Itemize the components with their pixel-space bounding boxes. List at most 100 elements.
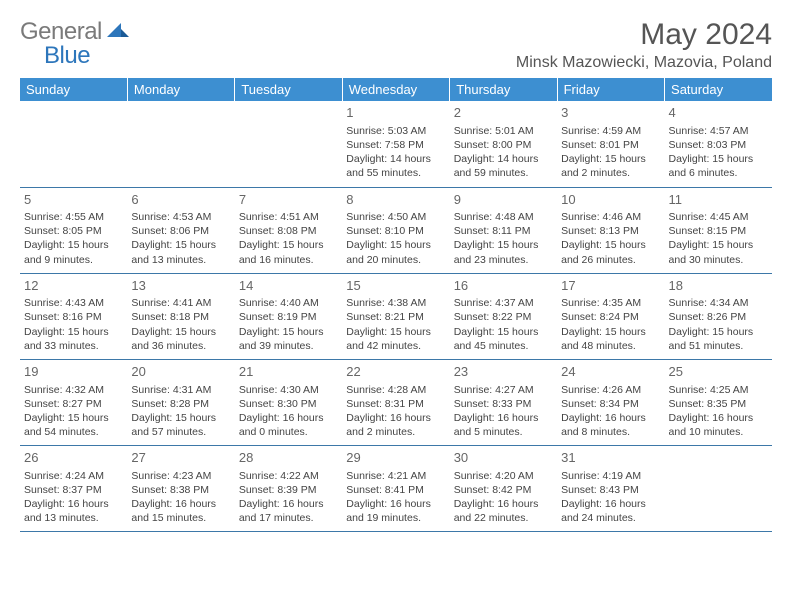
sunrise-text: Sunrise: 4:59 AM xyxy=(561,124,660,138)
day-number: 13 xyxy=(131,277,230,295)
day-number: 22 xyxy=(346,363,445,381)
calendar-cell: 22Sunrise: 4:28 AMSunset: 8:31 PMDayligh… xyxy=(342,359,449,445)
sunset-text: Sunset: 8:03 PM xyxy=(669,138,768,152)
sunset-text: Sunset: 8:06 PM xyxy=(131,224,230,238)
calendar-row: 5Sunrise: 4:55 AMSunset: 8:05 PMDaylight… xyxy=(20,187,772,273)
daylight-text: Daylight: 15 hours and 42 minutes. xyxy=(346,325,445,353)
daylight-text: Daylight: 15 hours and 23 minutes. xyxy=(454,238,553,266)
sunset-text: Sunset: 8:08 PM xyxy=(239,224,338,238)
calendar-cell: 6Sunrise: 4:53 AMSunset: 8:06 PMDaylight… xyxy=(127,187,234,273)
day-number: 19 xyxy=(24,363,123,381)
calendar-cell: 20Sunrise: 4:31 AMSunset: 8:28 PMDayligh… xyxy=(127,359,234,445)
sunset-text: Sunset: 8:41 PM xyxy=(346,483,445,497)
day-number: 8 xyxy=(346,191,445,209)
calendar-row: 1Sunrise: 5:03 AMSunset: 7:58 PMDaylight… xyxy=(20,101,772,187)
calendar-row: 26Sunrise: 4:24 AMSunset: 8:37 PMDayligh… xyxy=(20,446,772,532)
day-number: 7 xyxy=(239,191,338,209)
sunset-text: Sunset: 8:43 PM xyxy=(561,483,660,497)
day-number: 14 xyxy=(239,277,338,295)
daylight-text: Daylight: 16 hours and 22 minutes. xyxy=(454,497,553,525)
sunset-text: Sunset: 8:35 PM xyxy=(669,397,768,411)
daylight-text: Daylight: 15 hours and 39 minutes. xyxy=(239,325,338,353)
sunrise-text: Sunrise: 4:34 AM xyxy=(669,296,768,310)
sunrise-text: Sunrise: 4:38 AM xyxy=(346,296,445,310)
sunrise-text: Sunrise: 4:19 AM xyxy=(561,469,660,483)
weekday-header: Wednesday xyxy=(342,78,449,101)
title-block: May 2024 Minsk Mazowiecki, Mazovia, Pola… xyxy=(516,18,772,72)
calendar-cell: 10Sunrise: 4:46 AMSunset: 8:13 PMDayligh… xyxy=(557,187,664,273)
sunset-text: Sunset: 8:30 PM xyxy=(239,397,338,411)
sunrise-text: Sunrise: 5:03 AM xyxy=(346,124,445,138)
calendar-cell: 27Sunrise: 4:23 AMSunset: 8:38 PMDayligh… xyxy=(127,446,234,532)
sunset-text: Sunset: 8:22 PM xyxy=(454,310,553,324)
calendar-cell: 8Sunrise: 4:50 AMSunset: 8:10 PMDaylight… xyxy=(342,187,449,273)
daylight-text: Daylight: 15 hours and 45 minutes. xyxy=(454,325,553,353)
calendar-cell: 31 Sunrise: 4:19 AMSunset: 8:43 PMDayligh… xyxy=(557,446,664,532)
calendar-cell: 25Sunrise: 4:25 AMSunset: 8:35 PMDayligh… xyxy=(665,359,772,445)
calendar-table: Sunday Monday Tuesday Wednesday Thursday… xyxy=(20,78,772,532)
daylight-text: Daylight: 15 hours and 6 minutes. xyxy=(669,152,768,180)
calendar-cell: 14Sunrise: 4:40 AMSunset: 8:19 PMDayligh… xyxy=(235,273,342,359)
calendar-cell: 16Sunrise: 4:37 AMSunset: 8:22 PMDayligh… xyxy=(450,273,557,359)
day-number: 6 xyxy=(131,191,230,209)
calendar-row: 12Sunrise: 4:43 AMSunset: 8:16 PMDayligh… xyxy=(20,273,772,359)
header: General May 2024 Minsk Mazowiecki, Mazov… xyxy=(20,18,772,72)
sunset-text: Sunset: 8:01 PM xyxy=(561,138,660,152)
day-number: 4 xyxy=(669,104,768,122)
weekday-header: Thursday xyxy=(450,78,557,101)
sunrise-text: Sunrise: 4:57 AM xyxy=(669,124,768,138)
sunrise-text: Sunrise: 4:21 AM xyxy=(346,469,445,483)
calendar-row: 19Sunrise: 4:32 AMSunset: 8:27 PMDayligh… xyxy=(20,359,772,445)
calendar-cell: 18Sunrise: 4:34 AMSunset: 8:26 PMDayligh… xyxy=(665,273,772,359)
daylight-text: Daylight: 15 hours and 33 minutes. xyxy=(24,325,123,353)
sunset-text: Sunset: 8:10 PM xyxy=(346,224,445,238)
sunrise-text: Sunrise: 4:27 AM xyxy=(454,383,553,397)
location: Minsk Mazowiecki, Mazovia, Poland xyxy=(516,54,772,72)
daylight-text: Daylight: 14 hours and 59 minutes. xyxy=(454,152,553,180)
calendar-cell: 3Sunrise: 4:59 AMSunset: 8:01 PMDaylight… xyxy=(557,101,664,187)
daylight-text: Daylight: 16 hours and 10 minutes. xyxy=(669,411,768,439)
day-number: 20 xyxy=(131,363,230,381)
sunrise-text: Sunrise: 4:31 AM xyxy=(131,383,230,397)
day-number: 21 xyxy=(239,363,338,381)
sunset-text: Sunset: 8:16 PM xyxy=(24,310,123,324)
calendar-cell: 4 Sunrise: 4:57 AMSunset: 8:03 PMDaylight… xyxy=(665,101,772,187)
daylight-text: Daylight: 15 hours and 26 minutes. xyxy=(561,238,660,266)
daylight-text: Daylight: 15 hours and 20 minutes. xyxy=(346,238,445,266)
calendar-cell: 2Sunrise: 5:01 AMSunset: 8:00 PMDaylight… xyxy=(450,101,557,187)
sunrise-text: Sunrise: 4:24 AM xyxy=(24,469,123,483)
sunrise-text: Sunrise: 4:22 AM xyxy=(239,469,338,483)
day-number: 26 xyxy=(24,449,123,467)
sunrise-text: Sunrise: 4:41 AM xyxy=(131,296,230,310)
day-number: 10 xyxy=(561,191,660,209)
calendar-cell: 7Sunrise: 4:51 AMSunset: 8:08 PMDaylight… xyxy=(235,187,342,273)
sunrise-text: Sunrise: 4:53 AM xyxy=(131,210,230,224)
sunset-text: Sunset: 7:58 PM xyxy=(346,138,445,152)
daylight-text: Daylight: 15 hours and 54 minutes. xyxy=(24,411,123,439)
daylight-text: Daylight: 16 hours and 13 minutes. xyxy=(24,497,123,525)
day-number: 12 xyxy=(24,277,123,295)
weekday-header: Sunday xyxy=(20,78,127,101)
sunrise-text: Sunrise: 4:30 AM xyxy=(239,383,338,397)
calendar-cell xyxy=(20,101,127,187)
weekday-header: Monday xyxy=(127,78,234,101)
sunrise-text: Sunrise: 5:01 AM xyxy=(454,124,553,138)
logo-text-blue: Blue xyxy=(44,42,90,69)
sunrise-text: Sunrise: 4:26 AM xyxy=(561,383,660,397)
sunrise-text: Sunrise: 4:37 AM xyxy=(454,296,553,310)
calendar-cell: 11Sunrise: 4:45 AMSunset: 8:15 PMDayligh… xyxy=(665,187,772,273)
sunrise-text: Sunrise: 4:45 AM xyxy=(669,210,768,224)
sunset-text: Sunset: 8:37 PM xyxy=(24,483,123,497)
daylight-text: Daylight: 15 hours and 57 minutes. xyxy=(131,411,230,439)
calendar-cell: 13Sunrise: 4:41 AMSunset: 8:18 PMDayligh… xyxy=(127,273,234,359)
daylight-text: Daylight: 16 hours and 15 minutes. xyxy=(131,497,230,525)
daylight-text: Daylight: 16 hours and 24 minutes. xyxy=(561,497,660,525)
calendar-cell: 24Sunrise: 4:26 AMSunset: 8:34 PMDayligh… xyxy=(557,359,664,445)
sunset-text: Sunset: 8:00 PM xyxy=(454,138,553,152)
sunrise-text: Sunrise: 4:40 AM xyxy=(239,296,338,310)
sunrise-text: Sunrise: 4:43 AM xyxy=(24,296,123,310)
day-number: 31 xyxy=(561,449,660,467)
day-number: 28 xyxy=(239,449,338,467)
day-number: 30 xyxy=(454,449,553,467)
sunrise-text: Sunrise: 4:32 AM xyxy=(24,383,123,397)
